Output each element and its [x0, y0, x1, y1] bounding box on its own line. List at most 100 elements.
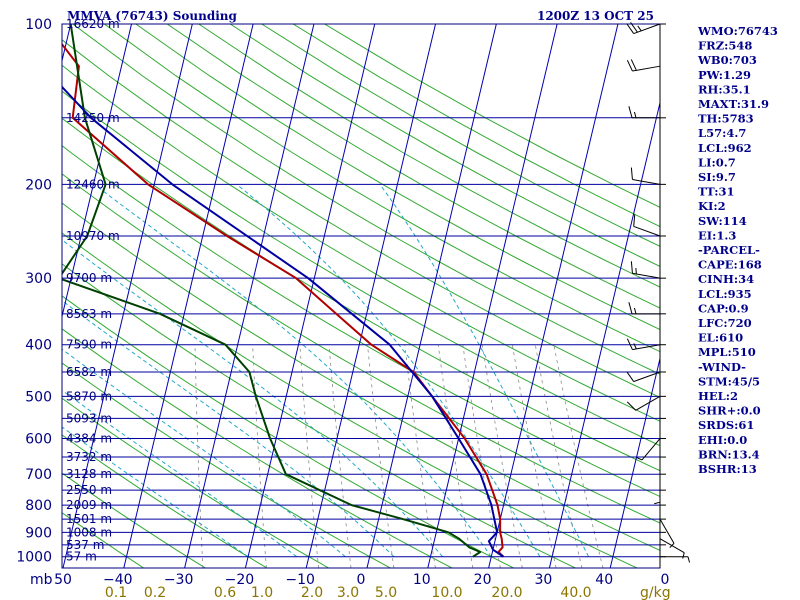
pressure-label: 300 [25, 271, 52, 287]
wind-barbs [626, 22, 691, 568]
index-item: KI:2 [698, 199, 726, 213]
mixing-ratio-label: 10.0 [431, 585, 462, 600]
wind-barb-flag [633, 307, 637, 314]
height-label: 1501 m [66, 512, 112, 526]
wind-barb [633, 225, 661, 237]
pressure-label: 1000 [16, 550, 52, 566]
wind-barb [633, 371, 661, 383]
wind-barb [632, 272, 661, 279]
index-item: LCL:962 [698, 141, 752, 155]
wind-barb-flag [654, 501, 661, 505]
dry-adiabat [198, 24, 660, 288]
dry-adiabat [62, 39, 660, 398]
wind-barb-flag [626, 371, 635, 382]
index-item: MPL:510 [698, 345, 756, 359]
dry-adiabat [261, 24, 660, 247]
moist-adiabat [62, 239, 443, 558]
temp-tick-label: 40 [595, 572, 613, 588]
height-label: 3732 m [66, 450, 112, 464]
wind-barb-flag [637, 25, 642, 32]
dry-adiabat [62, 263, 576, 568]
moist-adiabat [62, 426, 249, 558]
height-label: 14250 m [66, 111, 120, 125]
height-label: 7590 m [66, 338, 112, 352]
isotherm [62, 24, 193, 568]
wind-barb-flag [628, 302, 633, 314]
isotherm [123, 24, 254, 568]
height-label: 10970 m [66, 229, 120, 243]
dry-adiabat [72, 24, 660, 375]
moist-adiabat [379, 184, 590, 557]
index-item: -PARCEL- [698, 243, 760, 257]
mixing-ratio-label: 0.2 [144, 585, 166, 600]
index-item: CAP:0.9 [698, 301, 749, 315]
index-item: SHR+:0.0 [698, 404, 761, 418]
pressure-label: 600 [25, 432, 52, 448]
height-label: 9700 m [66, 271, 112, 285]
mixing-ratio-label: 5.0 [375, 585, 397, 600]
dry-adiabat [62, 472, 206, 568]
index-item: EL:610 [698, 331, 743, 345]
dry-adiabat [229, 24, 660, 267]
temp-tick-label: 30 [534, 572, 552, 588]
height-label: 4384 m [66, 432, 112, 446]
background-grid [62, 24, 660, 568]
isotherm [609, 356, 660, 568]
index-item: L57:4.7 [698, 126, 746, 140]
isotherm [244, 24, 376, 568]
series-parcel-line [62, 85, 504, 558]
temp-tick-label: 0 [661, 572, 670, 588]
dry-adiabat [62, 434, 268, 568]
pressure-label: 200 [25, 177, 52, 193]
isotherm [366, 24, 497, 568]
index-item: SRDS:61 [698, 418, 754, 432]
wind-barb [633, 23, 661, 35]
temp-tick-label: −10 [285, 572, 315, 588]
mixing-ratio-label: 1.0 [251, 585, 273, 600]
index-item: HEL:2 [698, 389, 738, 403]
dry-adiabat [135, 24, 660, 331]
index-item: LI:0.7 [698, 155, 736, 169]
height-label: 6582 m [66, 365, 112, 379]
mixing-ratio-line [367, 344, 395, 568]
wind-barb-flag [633, 343, 637, 350]
profile-lines [62, 24, 505, 558]
chart-time: 1200Z 13 OCT 25 [537, 9, 654, 23]
mixing-ratio-label: 3.0 [337, 585, 359, 600]
dry-adiabat [166, 24, 660, 309]
temp-tick-label: −30 [164, 572, 194, 588]
index-item: BRN:13.4 [698, 447, 760, 461]
wind-barb-flag [633, 111, 637, 118]
wind-barb-flag [628, 106, 633, 118]
wind-barb [659, 518, 675, 544]
index-item: -WIND- [698, 360, 746, 374]
mixing-ratio-line [252, 344, 267, 568]
temp-tick-label: 0 [357, 572, 366, 588]
isotherm [488, 24, 619, 568]
mixing-ratio-line [462, 344, 501, 568]
wind-barb-flag [630, 59, 637, 71]
temp-tick-label: 10 [413, 572, 431, 588]
dry-adiabat [62, 90, 660, 447]
wind-barb-flag [633, 214, 636, 227]
index-item: CAPE:168 [698, 258, 762, 272]
dry-adiabat [104, 24, 660, 353]
height-label: 12460 m [66, 177, 120, 191]
height-label: 57 m [66, 550, 97, 564]
wind-barb-flag [630, 22, 638, 33]
height-label: 2009 m [66, 498, 112, 512]
wind-barb-flag [630, 167, 633, 180]
wind-barb [641, 438, 661, 461]
wind-barb-flag [636, 456, 643, 461]
dry-adiabat [62, 117, 660, 472]
mixing-ratio-label: 0.1 [105, 585, 127, 600]
dry-adiabat [62, 173, 660, 524]
height-label: 16620 m [66, 17, 120, 31]
index-item: WB0:703 [697, 53, 757, 67]
wind-barb [632, 65, 661, 72]
mixing-ratio-line [437, 344, 474, 568]
mixing-ratio-line [299, 344, 319, 568]
mixing-ratio-unit: g/kg [640, 585, 671, 600]
height-label: 2550 m [66, 483, 112, 497]
